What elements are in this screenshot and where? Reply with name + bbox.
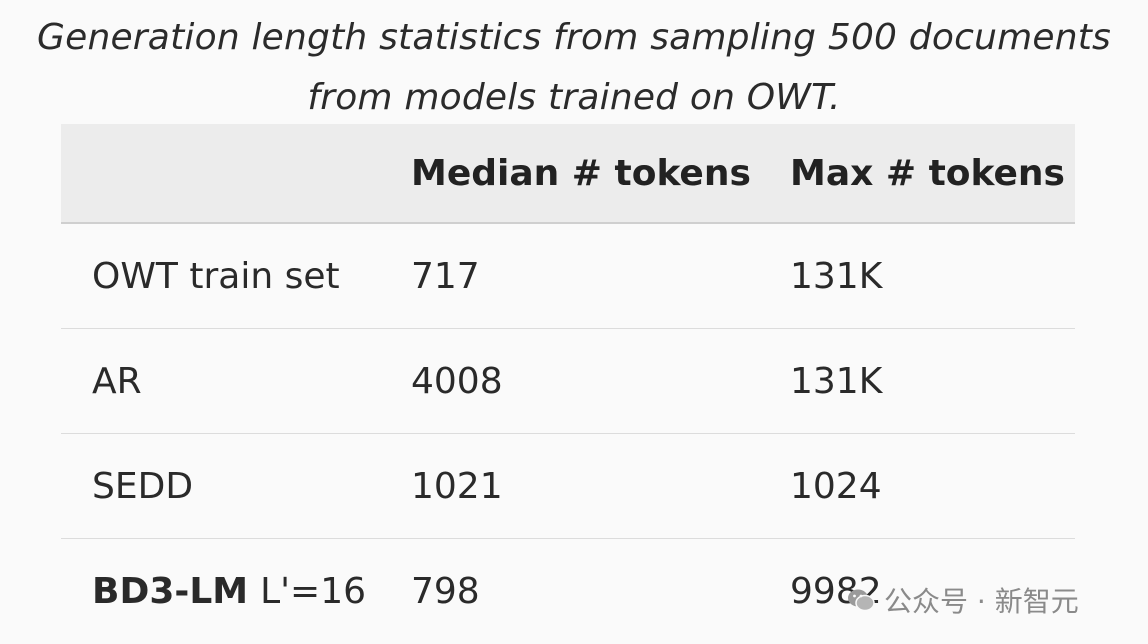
table-header-row: Median # tokens Max # tokens: [61, 124, 1075, 224]
header-max-tokens: Max # tokens: [790, 152, 1065, 194]
table-row: SEDD 1021 1024: [61, 434, 1075, 539]
row-median: 717: [411, 255, 480, 297]
row-median: 1021: [411, 465, 503, 507]
table-row: AR 4008 131K: [61, 329, 1075, 434]
row-model: SEDD: [92, 465, 194, 507]
wechat-icon: [848, 589, 875, 612]
caption-line-2: from models trained on OWT.: [307, 77, 841, 118]
table-row: OWT train set 717 131K: [61, 224, 1075, 329]
watermark: 公众号 · 新智元: [846, 578, 1079, 622]
row-model-suffix: L'=16: [260, 570, 367, 612]
row-max: 131K: [790, 360, 883, 402]
table-row: BD3-LM L'=16 798 9982: [61, 539, 1075, 643]
row-model: BD3-LM L'=16: [92, 539, 366, 643]
watermark-text: 公众号 · 新智元: [884, 585, 1079, 618]
header-median-tokens: Median # tokens: [411, 152, 751, 194]
row-max: 1024: [790, 465, 882, 507]
row-model: AR: [92, 360, 142, 402]
row-model: OWT train set: [92, 255, 340, 297]
row-model-bold: BD3-LM: [92, 570, 249, 612]
generation-length-table: Median # tokens Max # tokens OWT train s…: [61, 124, 1075, 643]
row-median: 4008: [411, 360, 503, 402]
table-caption: Generation length statistics from sampli…: [0, 8, 1148, 128]
row-median: 798: [411, 570, 480, 612]
caption-line-1: Generation length statistics from sampli…: [37, 17, 1111, 58]
row-max: 131K: [790, 255, 883, 297]
